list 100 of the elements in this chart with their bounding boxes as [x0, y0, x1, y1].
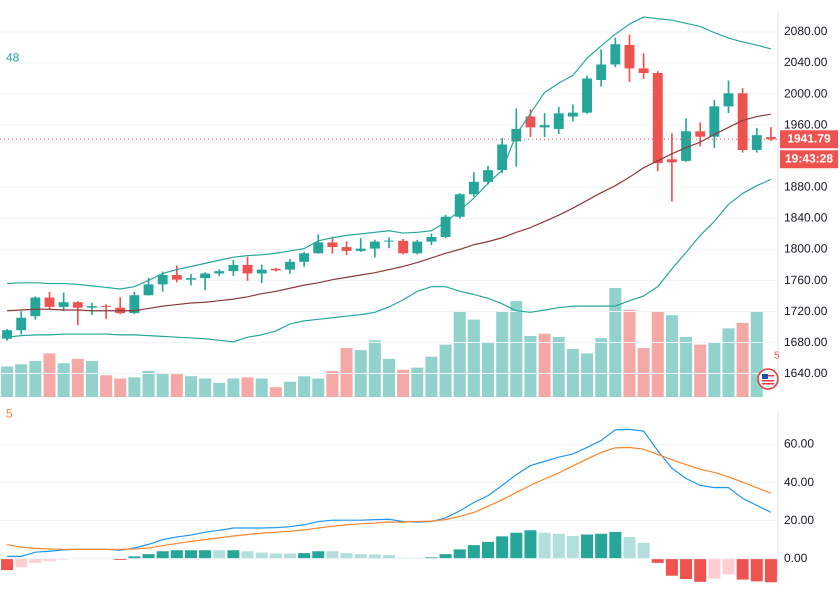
y-tick-label: 1760.00 — [784, 272, 828, 287]
bar — [623, 536, 636, 558]
y-tick-label: 1880.00 — [784, 180, 828, 194]
bar — [340, 348, 353, 397]
bar — [270, 554, 282, 558]
bar — [722, 328, 735, 397]
bar — [496, 536, 508, 558]
bar — [213, 550, 226, 558]
y-tick-label: 40.00 — [784, 474, 814, 489]
bar — [609, 532, 622, 558]
y-tick-label: 2040.00 — [784, 55, 828, 70]
bar — [213, 382, 226, 397]
bar — [114, 378, 126, 397]
bar — [482, 542, 494, 558]
bar — [595, 534, 608, 558]
bar — [354, 350, 367, 397]
bar — [510, 532, 522, 558]
annotation: 48 — [6, 50, 20, 64]
bar — [609, 288, 622, 397]
bar — [694, 344, 706, 397]
bar — [524, 530, 536, 558]
bar — [170, 550, 183, 558]
bar — [382, 358, 396, 397]
bar — [722, 559, 735, 574]
bar — [72, 358, 84, 397]
bar — [284, 382, 296, 397]
y-tick-label: 1720.00 — [784, 304, 828, 318]
bar — [440, 344, 452, 397]
bar — [595, 338, 608, 397]
bar — [736, 322, 749, 397]
bar — [750, 559, 763, 582]
candlestick — [86, 302, 97, 315]
bar — [142, 370, 155, 397]
bar — [538, 532, 551, 558]
bar — [15, 559, 28, 568]
bar — [284, 554, 296, 558]
bar — [552, 337, 565, 397]
bar — [666, 315, 678, 397]
bar — [397, 370, 410, 397]
ref-line-label: 1941.79 — [787, 132, 832, 146]
bar — [326, 370, 338, 397]
bar — [312, 551, 324, 558]
bar — [156, 551, 169, 558]
bar — [15, 364, 28, 397]
bar — [29, 361, 42, 397]
bar — [708, 342, 720, 397]
bar — [142, 554, 155, 558]
bar — [425, 356, 438, 397]
bar — [638, 348, 650, 397]
bar — [764, 559, 777, 582]
bar — [184, 550, 197, 558]
bar — [510, 301, 522, 397]
bar — [680, 559, 692, 580]
bar — [312, 378, 324, 397]
y-tick-label: 1840.00 — [784, 210, 828, 225]
bar — [538, 334, 551, 397]
y-tick-label: 1680.00 — [784, 334, 828, 349]
y-tick-label: 1960.00 — [784, 117, 828, 132]
bar — [58, 363, 70, 397]
bar — [184, 376, 197, 397]
bar — [340, 553, 353, 558]
y-tick-label: 1640.00 — [784, 366, 828, 380]
bar — [326, 551, 338, 558]
bar — [581, 353, 594, 397]
bar — [680, 337, 692, 397]
bar — [638, 542, 650, 558]
bar — [566, 349, 579, 397]
bar — [652, 312, 664, 397]
bar — [354, 554, 367, 558]
bar — [227, 378, 240, 397]
bar — [623, 310, 636, 397]
y-tick-label: 1800.00 — [784, 242, 828, 256]
bar — [256, 378, 268, 397]
bar — [298, 376, 310, 397]
y-tick-label: 0.00 — [784, 550, 808, 565]
bar — [270, 387, 282, 397]
annotation: 5 — [6, 406, 13, 420]
bar — [227, 550, 240, 558]
bar — [1, 366, 14, 397]
bar — [552, 534, 565, 558]
bar — [298, 553, 310, 558]
bar — [708, 559, 720, 579]
bar — [566, 536, 579, 558]
y-tick-label: 60.00 — [784, 436, 814, 451]
bar — [128, 377, 140, 397]
text: 19:43:28 — [784, 152, 834, 166]
bar — [750, 312, 763, 397]
bar — [242, 377, 254, 397]
bar — [468, 320, 480, 397]
bar — [581, 534, 594, 558]
bar — [170, 374, 183, 397]
bar — [482, 342, 494, 397]
bar — [652, 559, 664, 563]
bar — [86, 361, 98, 397]
bar — [440, 554, 452, 558]
candlestick — [186, 274, 196, 286]
bar — [199, 378, 212, 397]
bar — [1, 559, 14, 570]
bar — [382, 555, 396, 558]
bar — [100, 375, 112, 397]
